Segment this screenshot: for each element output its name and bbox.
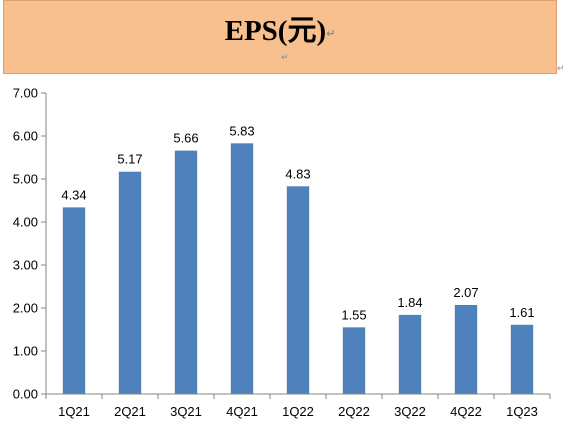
chart-title: EPS(元)↵ [4, 7, 556, 49]
bar-3Q22 [398, 314, 422, 394]
x-tick-label-4Q21: 4Q21 [226, 404, 258, 419]
data-label-4Q22: 2.07 [453, 285, 478, 300]
data-label-2Q22: 1.55 [341, 307, 366, 322]
bar-1Q23 [510, 324, 534, 394]
y-tick-label: 2.00 [13, 301, 38, 316]
y-tick-label: 4.00 [13, 215, 38, 230]
data-label-3Q21: 5.66 [173, 131, 198, 146]
x-tick-label-1Q21: 1Q21 [58, 404, 90, 419]
x-tick-label-1Q23: 1Q23 [506, 404, 538, 419]
y-tick-label: 3.00 [13, 258, 38, 273]
chart-title-banner: EPS(元)↵ ↵ [3, 0, 557, 74]
data-label-3Q22: 1.84 [397, 295, 422, 310]
data-label-2Q21: 5.17 [117, 152, 142, 167]
y-tick-label: 7.00 [13, 86, 38, 101]
data-label-4Q21: 5.83 [229, 123, 254, 138]
y-tick-label: 1.00 [13, 344, 38, 359]
data-label-1Q21: 4.34 [61, 187, 86, 202]
x-tick-label-3Q22: 3Q22 [394, 404, 426, 419]
bar-1Q21 [62, 207, 86, 394]
return-mark-banner: ↵ [281, 53, 289, 63]
chart-title-text: EPS(元) [224, 15, 327, 47]
x-tick-label-3Q21: 3Q21 [170, 404, 202, 419]
bar-2Q22 [342, 327, 366, 394]
data-label-1Q23: 1.61 [509, 305, 534, 320]
bar-1Q22 [286, 186, 310, 394]
bar-4Q22 [454, 304, 478, 394]
bar-3Q21 [174, 150, 198, 394]
return-mark-title: ↵ [326, 26, 336, 40]
x-tick-label-4Q22: 4Q22 [450, 404, 482, 419]
x-axis: 1Q21 2Q21 3Q21 4Q21 1Q22 2Q22 3Q22 4Q22 1Q23 [45, 393, 551, 419]
bar-2Q21 [118, 171, 142, 394]
y-tick-label: 0.00 [13, 387, 38, 402]
y-tick-label: 6.00 [13, 129, 38, 144]
data-label-1Q22: 4.83 [285, 166, 310, 181]
x-tick-label-2Q22: 2Q22 [338, 404, 370, 419]
x-tick-label-2Q21: 2Q21 [114, 404, 146, 419]
eps-bar-chart: 0.00 1.00 2.00 3.00 4.00 5.00 6.00 7.00 4.34 5.1… [13, 86, 551, 419]
x-tick-label-1Q22: 1Q22 [282, 404, 314, 419]
return-mark-side: ↵ [557, 64, 563, 74]
bar-4Q21 [230, 143, 254, 394]
y-axis: 0.00 1.00 2.00 3.00 4.00 5.00 6.00 7.00 [13, 86, 47, 402]
bar-series: 4.34 5.17 5.66 5.83 4.83 1.55 1.84 2.07 1.61 [61, 123, 535, 394]
y-tick-label: 5.00 [13, 172, 38, 187]
